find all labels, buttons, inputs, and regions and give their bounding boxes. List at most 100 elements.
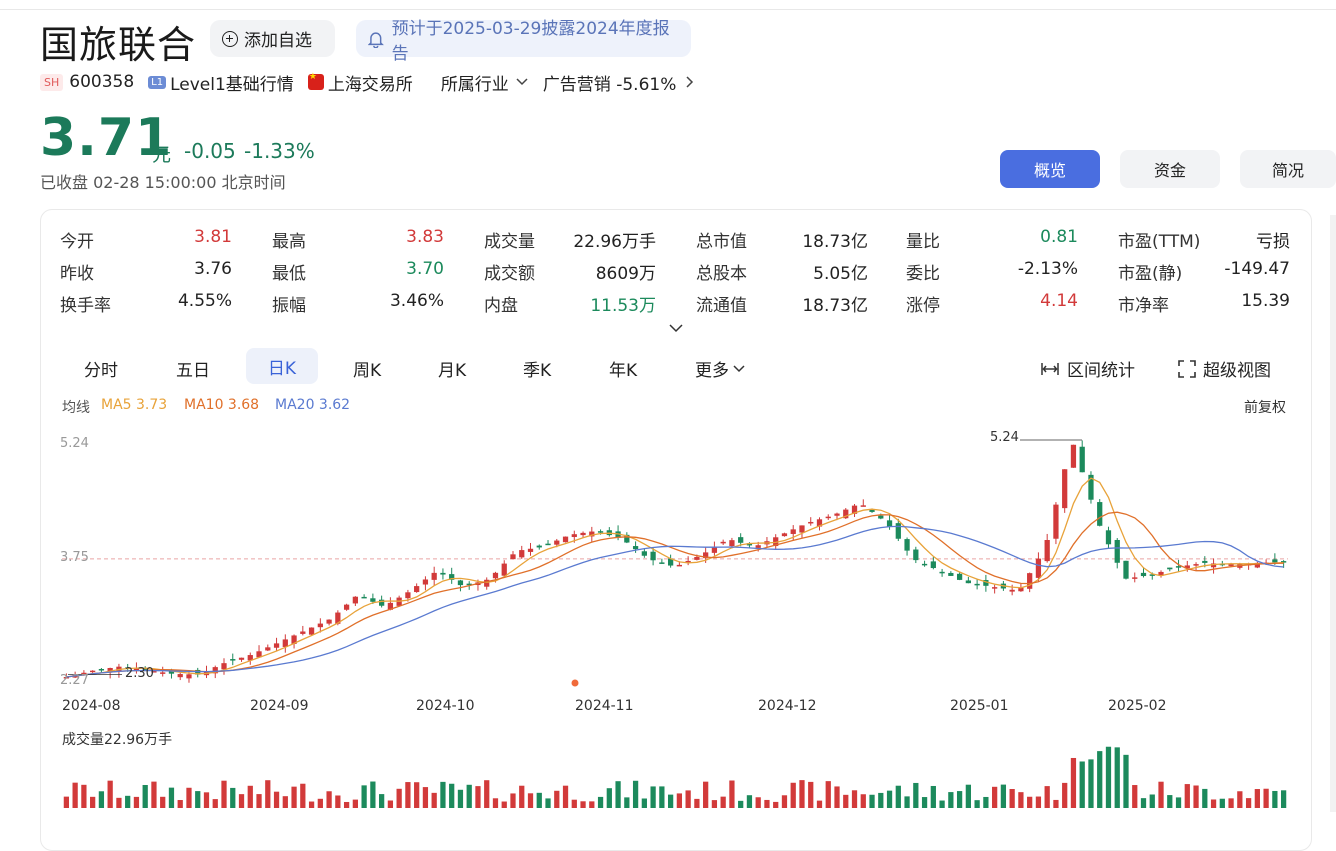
ktab-yearly[interactable]: 年K [609, 361, 638, 381]
volume-bar [203, 792, 210, 808]
price-unit: 元 [152, 144, 172, 166]
quote-value: -2.13% [1017, 259, 1078, 279]
volume-bar [449, 783, 455, 808]
candle [317, 618, 323, 633]
tab-profile[interactable]: 简况 [1240, 150, 1336, 188]
volume-bar [1228, 798, 1234, 808]
quote-value: 11.53万 [590, 296, 656, 316]
volume-bar [133, 796, 140, 808]
ma5-line [66, 477, 1284, 678]
volume-bar [1193, 785, 1199, 808]
volume-bar [1105, 746, 1112, 808]
volume-bar [930, 785, 936, 808]
volume-bar [440, 781, 446, 808]
volume-bar [1000, 784, 1007, 808]
ktab-more[interactable]: 更多 [695, 356, 746, 381]
candle [808, 517, 814, 526]
volume-bar [886, 790, 893, 808]
volume-bar [343, 801, 350, 808]
industry-label: 所属行业 [440, 74, 509, 95]
report-notice[interactable]: 预计于2025-03-29披露2024年度报告 [356, 19, 691, 64]
candle [387, 597, 394, 611]
event-marker[interactable] [571, 679, 579, 687]
volume-bar [1035, 796, 1042, 808]
quote-value: 0.81 [1040, 227, 1078, 247]
candle [343, 603, 350, 611]
ktab-monthly[interactable]: 月K [438, 361, 467, 381]
candle [1062, 469, 1068, 513]
candle [913, 546, 919, 564]
quote-value: 4.14 [1040, 291, 1078, 311]
volume-bar [1263, 788, 1269, 808]
volume-bar [720, 796, 726, 808]
candle [1254, 561, 1260, 569]
quote-label: 总股本 [696, 264, 747, 284]
candle [326, 619, 332, 626]
volume-bar [116, 797, 122, 808]
scrollbar[interactable] [1330, 215, 1336, 812]
ktab-5day[interactable]: 五日 [176, 361, 210, 381]
range-stat-button[interactable]: 区间统计 [1040, 356, 1135, 381]
volume-bar [308, 801, 315, 808]
tab-funds[interactable]: 资金 [1120, 150, 1220, 188]
quote-label: 成交量 [484, 232, 535, 252]
super-view-button[interactable]: 超级视图 [1178, 356, 1271, 381]
x-label: 2024-09 [250, 698, 309, 714]
candle [1193, 562, 1199, 571]
volume-bar [580, 801, 586, 808]
candle [825, 514, 831, 520]
volume-bar [370, 781, 376, 808]
quote-value: 15.39 [1241, 291, 1290, 311]
candle [930, 556, 936, 570]
volume-bar [781, 795, 788, 808]
quote-label: 市盈(TTM) [1118, 232, 1201, 252]
candle [449, 567, 455, 584]
add-watchlist-button[interactable]: 添加自选 [210, 20, 335, 57]
ktab-daily[interactable]: 日K [246, 348, 318, 384]
x-label: 2024-12 [758, 698, 817, 714]
candle [624, 532, 630, 544]
candle [291, 634, 297, 649]
candle [650, 547, 656, 566]
volume-bar [484, 780, 490, 808]
candle [414, 583, 420, 593]
quote-value: 3.76 [194, 259, 232, 279]
y-label-mid: 3.75 [60, 550, 89, 565]
volume-bar [1158, 781, 1164, 808]
candle [939, 568, 945, 577]
volume-label: 成交量22.96万手 [62, 732, 173, 748]
industry-link[interactable]: 广告营销 -5.61% [543, 70, 697, 95]
ktab-intraday[interactable]: 分时 [84, 361, 118, 381]
price-change-pct: -1.33% [244, 139, 315, 163]
volume-bar [571, 799, 577, 808]
industry-dropdown[interactable]: 所属行业 [441, 70, 529, 95]
volume-bar [1167, 795, 1173, 808]
candle [974, 579, 980, 590]
ma-label: 均线 [62, 400, 90, 416]
quote-value: 8609万 [595, 264, 656, 284]
candle [1088, 471, 1094, 504]
volume-bar [1114, 747, 1120, 808]
candle [1210, 558, 1217, 574]
volume-bar [597, 796, 604, 808]
level1-text[interactable]: Level1基础行情 [170, 74, 294, 95]
ma5-value: MA5 3.73 [101, 397, 168, 413]
adjust-mode[interactable]: 前复权 [1244, 400, 1286, 416]
candle [720, 539, 726, 545]
volume-bar [291, 786, 297, 808]
tab-overview[interactable]: 概览 [1000, 150, 1100, 188]
volume-bar [1044, 786, 1050, 808]
kline-chart[interactable] [0, 420, 1310, 812]
ktab-weekly[interactable]: 周K [353, 361, 382, 381]
quote-value: 4.55% [177, 291, 232, 311]
volume-bar [1149, 794, 1155, 808]
volume-bar [98, 791, 105, 808]
volume-bar [992, 786, 998, 808]
volume-bar [1140, 798, 1147, 808]
volume-bar [895, 785, 901, 808]
ktab-quarterly[interactable]: 季K [523, 361, 552, 381]
ktab-more-label: 更多 [695, 361, 729, 381]
expand-chevron-icon[interactable] [668, 322, 684, 334]
candle [273, 637, 280, 652]
volume-bar [641, 798, 647, 808]
